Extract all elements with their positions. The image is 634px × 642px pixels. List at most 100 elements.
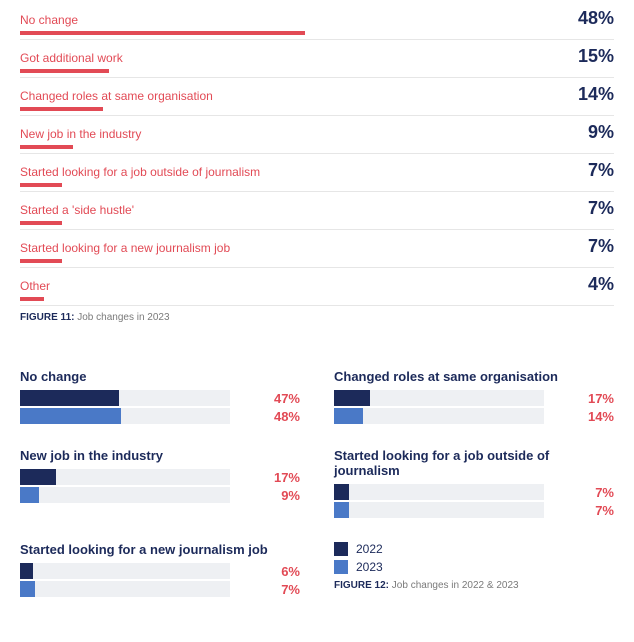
fig12-block-title: Changed roles at same organisation — [334, 369, 614, 384]
fig11-track — [20, 69, 614, 78]
fig12-bar-2022: 17% — [20, 469, 300, 485]
fig12-value-2022: 47% — [264, 391, 300, 406]
fig12-value-2023: 48% — [264, 409, 300, 424]
fig12-fill-2023 — [20, 487, 39, 503]
fig12-value-2022: 17% — [578, 391, 614, 406]
fig11-fill — [20, 145, 73, 149]
fig12-block-title: New job in the industry — [20, 448, 300, 463]
fig12-legend-item: 2023 — [334, 560, 614, 574]
fig11-row: New job in the industry 9% — [20, 122, 614, 154]
fig12-block: Started looking for a job outside of jou… — [334, 448, 614, 520]
fig12-bar-2022: 17% — [334, 390, 614, 406]
fig12-bar-2023: 7% — [334, 502, 614, 518]
fig12-track — [20, 563, 230, 579]
legend-swatch-icon — [334, 560, 348, 574]
fig12-track — [334, 484, 544, 500]
fig12-track — [20, 487, 230, 503]
fig12-bar-2023: 48% — [20, 408, 300, 424]
fig11-label: Other — [20, 279, 50, 293]
fig12-value-2023: 7% — [271, 582, 300, 597]
fig12-value-2022: 6% — [271, 564, 300, 579]
fig11-row: No change 48% — [20, 8, 614, 40]
fig12-bar-2022: 7% — [334, 484, 614, 500]
fig11-fill — [20, 221, 62, 225]
figure-12-caption-text: Job changes in 2022 & 2023 — [392, 580, 519, 591]
fig11-fill — [20, 259, 62, 263]
fig11-fill — [20, 183, 62, 187]
fig12-fill-2023 — [20, 581, 35, 597]
fig11-fill — [20, 31, 305, 35]
fig12-fill-2023 — [334, 408, 363, 424]
fig11-track — [20, 297, 614, 306]
fig12-track — [334, 502, 544, 518]
fig12-value-2023: 7% — [585, 503, 614, 518]
fig12-bar-2022: 6% — [20, 563, 300, 579]
fig12-block: Started looking for a new journalism job… — [20, 542, 300, 599]
fig11-row: Other 4% — [20, 274, 614, 306]
figure-12-caption-prefix: FIGURE 12: — [334, 580, 389, 591]
fig12-track — [334, 390, 544, 406]
fig11-value: 4% — [588, 274, 614, 295]
fig11-label: Changed roles at same organisation — [20, 89, 213, 103]
fig11-label: Started looking for a new journalism job — [20, 241, 230, 255]
fig11-value: 15% — [578, 46, 614, 67]
fig12-fill-2022 — [20, 469, 56, 485]
fig12-block-title: Started looking for a job outside of jou… — [334, 448, 614, 478]
fig12-fill-2022 — [20, 390, 119, 406]
fig11-row: Got additional work15% — [20, 46, 614, 78]
fig11-row: Started looking for a job outside of jou… — [20, 160, 614, 192]
fig11-fill — [20, 297, 44, 301]
figure-12-caption: FIGURE 12: Job changes in 2022 & 2023 — [334, 580, 614, 591]
fig11-row: Changed roles at same organisation 14% — [20, 84, 614, 116]
fig12-fill-2022 — [20, 563, 33, 579]
fig12-bar-2023: 9% — [20, 487, 300, 503]
fig12-fill-2023 — [20, 408, 121, 424]
fig11-track — [20, 145, 614, 154]
fig12-block-title: Started looking for a new journalism job — [20, 542, 300, 557]
fig11-track — [20, 107, 614, 116]
fig11-track — [20, 221, 614, 230]
figure-11-caption-text: Job changes in 2023 — [77, 312, 169, 323]
fig11-fill — [20, 69, 109, 73]
fig11-track — [20, 31, 614, 40]
fig11-label: Started looking for a job outside of jou… — [20, 165, 260, 179]
fig12-bar-2022: 47% — [20, 390, 300, 406]
fig11-track — [20, 259, 614, 268]
fig11-label: No change — [20, 13, 78, 27]
fig12-block: No change47%48% — [20, 369, 300, 426]
fig12-track — [20, 390, 230, 406]
fig12-legend-item: 2022 — [334, 542, 614, 556]
fig12-value-2022: 17% — [264, 470, 300, 485]
fig12-fill-2022 — [334, 390, 370, 406]
fig11-fill — [20, 107, 103, 111]
fig12-fill-2023 — [334, 502, 349, 518]
fig12-value-2023: 14% — [578, 409, 614, 424]
fig12-track — [20, 469, 230, 485]
fig11-value: 48% — [578, 8, 614, 29]
fig12-bar-2023: 14% — [334, 408, 614, 424]
fig11-value: 7% — [588, 160, 614, 181]
fig12-legend-block: 2022 2023 FIGURE 12: Job changes in 2022 &… — [334, 542, 614, 599]
fig12-bar-2023: 7% — [20, 581, 300, 597]
figure-11-caption-prefix: FIGURE 11: — [20, 312, 74, 323]
fig12-block: Changed roles at same organisation 17% 14% — [334, 369, 614, 426]
fig11-label: Started a 'side hustle' — [20, 203, 134, 217]
fig11-value: 7% — [588, 236, 614, 257]
figure-11-bar-list: No change 48% Got additional work15% Change… — [20, 8, 614, 306]
fig12-track — [20, 581, 230, 597]
fig11-value: 14% — [578, 84, 614, 105]
fig11-row: Started looking for a new journalism job… — [20, 236, 614, 268]
figure-12-grid: No change47%48% Changed roles at same org… — [20, 369, 614, 599]
fig11-row: Started a 'side hustle' 7% — [20, 198, 614, 230]
fig12-legend-label: 2023 — [356, 560, 383, 574]
fig12-track — [334, 408, 544, 424]
fig12-fill-2022 — [334, 484, 349, 500]
fig12-block: New job in the industry 17% 9% — [20, 448, 300, 520]
fig11-label: New job in the industry — [20, 127, 141, 141]
fig11-track — [20, 183, 614, 192]
fig11-value: 7% — [588, 198, 614, 219]
legend-swatch-icon — [334, 542, 348, 556]
fig12-legend-label: 2022 — [356, 542, 383, 556]
fig11-value: 9% — [588, 122, 614, 143]
fig12-value-2023: 9% — [271, 488, 300, 503]
